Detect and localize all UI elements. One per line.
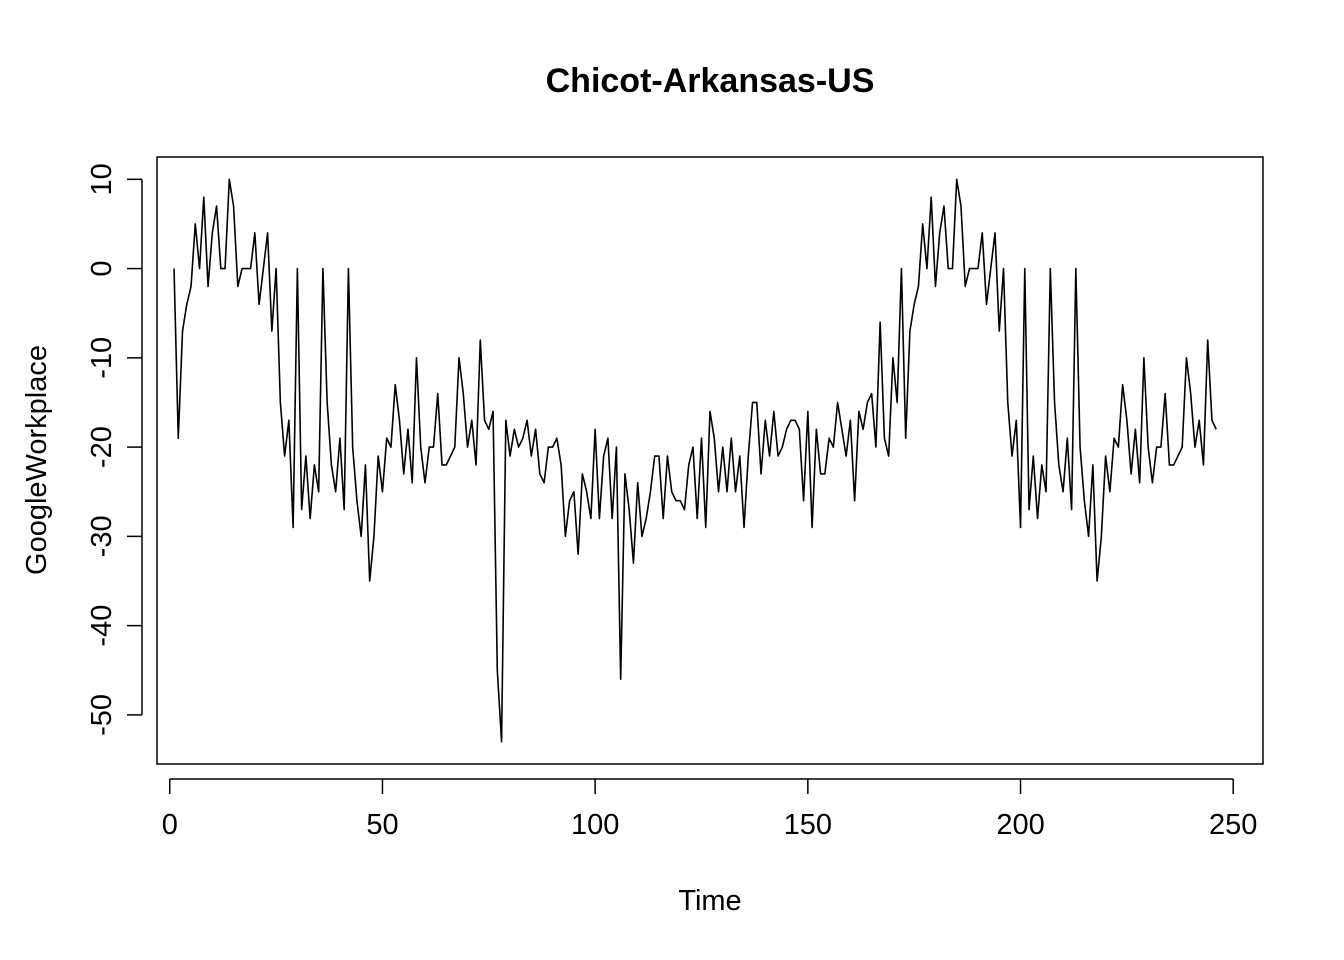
plot-frame [156, 156, 1264, 765]
y-tick-label: -40 [86, 605, 118, 647]
y-axis-label: GoogleWorkplace [21, 345, 53, 575]
y-axis: 10 0 -10 -20 -30 -40 -50 [86, 163, 143, 736]
y-tick-label: -10 [86, 337, 118, 379]
x-axis-label: Time [678, 885, 741, 917]
chart-title: Chicot-Arkansas-US [546, 62, 875, 100]
x-tick-label: 50 [366, 809, 398, 841]
x-tick-label: 250 [1209, 809, 1257, 841]
y-tick-label: 0 [86, 261, 118, 277]
y-tick-label: -50 [86, 694, 118, 736]
x-tick-label: 100 [571, 809, 619, 841]
x-axis: 0 50 100 150 200 250 [162, 778, 1257, 841]
series-layer [173, 178, 1217, 743]
x-tick-label: 150 [784, 809, 832, 841]
series-line [173, 178, 1217, 743]
y-tick-label: 10 [86, 163, 118, 195]
y-tick-label: -20 [86, 426, 118, 468]
x-tick-label: 200 [996, 809, 1044, 841]
y-tick-label: -30 [86, 515, 118, 557]
x-tick-label: 0 [162, 809, 178, 841]
